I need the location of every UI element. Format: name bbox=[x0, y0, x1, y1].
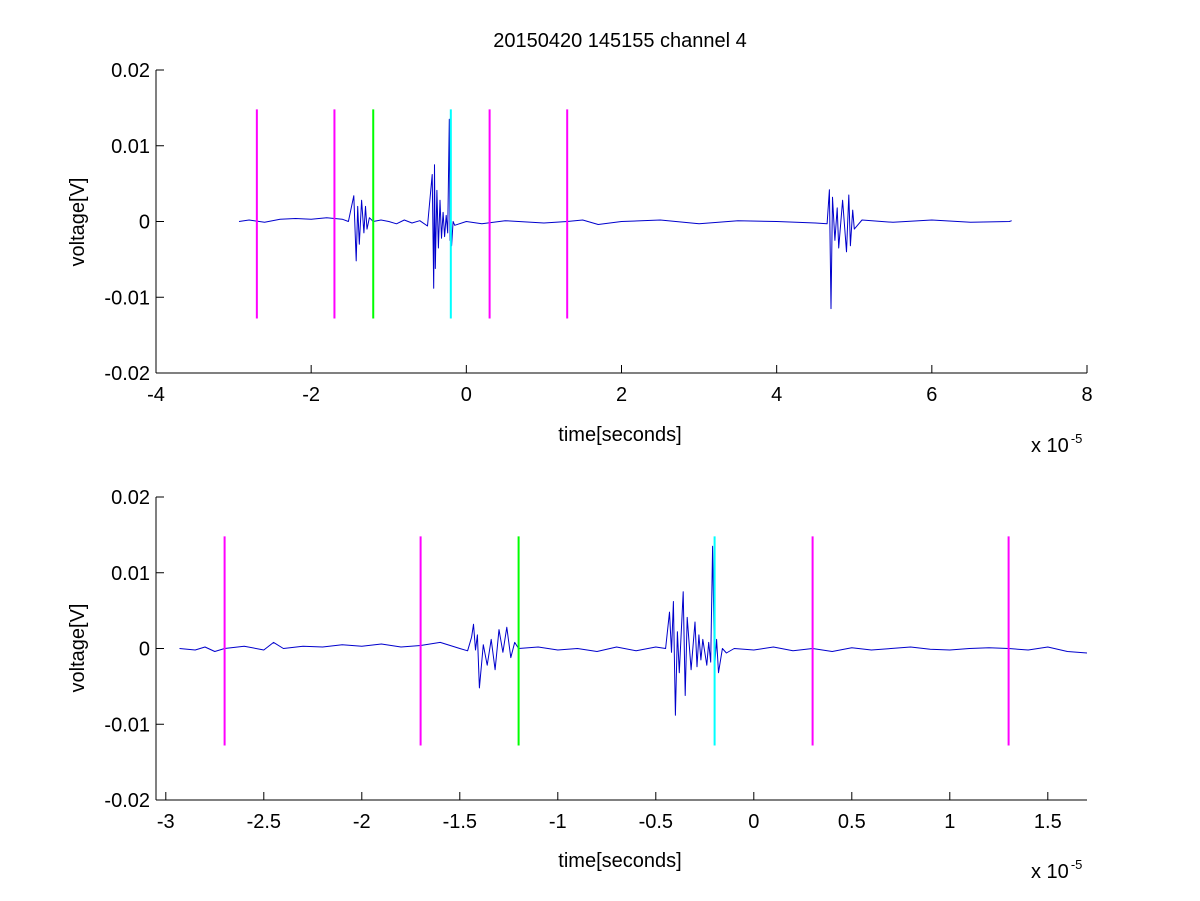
x-tick-label: 4 bbox=[771, 384, 782, 406]
x-tick-label: -0.5 bbox=[639, 811, 673, 833]
chart-top: 20150420 145155 channel 4 -4 -2 0 2 4 6 8 0.02… bbox=[67, 30, 1093, 457]
y-tick-label: -0.01 bbox=[104, 287, 150, 309]
chart-title: 20150420 145155 channel 4 bbox=[493, 30, 747, 52]
x-tick-label: -1.5 bbox=[443, 811, 477, 833]
y-axis-label: voltage[V] bbox=[67, 178, 89, 267]
x-tick-label: -2.5 bbox=[247, 811, 281, 833]
x-tick-label: 0 bbox=[461, 384, 472, 406]
x-tick-label: -3 bbox=[157, 811, 175, 833]
axes-layer bbox=[155, 69, 1088, 374]
y-tick-label: 0.02 bbox=[111, 60, 150, 82]
x-multiplier-exponent: -5 bbox=[1071, 857, 1083, 872]
signal-layer bbox=[238, 118, 1012, 310]
x-multiplier-base: x 10 bbox=[1031, 435, 1069, 457]
x-tick-label: 0 bbox=[748, 811, 759, 833]
y-tick-label: -0.02 bbox=[104, 790, 150, 812]
x-axis-multiplier: x 10 -5 bbox=[1031, 857, 1082, 883]
x-axis-multiplier: x 10 -5 bbox=[1031, 431, 1082, 457]
signal-line bbox=[238, 118, 1012, 310]
y-tick-label: 0.01 bbox=[111, 136, 150, 158]
x-axis-label: time[seconds] bbox=[558, 424, 681, 446]
y-tick-label: -0.01 bbox=[104, 714, 150, 736]
y-tick-labels: 0.02 0.01 0 -0.01 -0.02 bbox=[104, 60, 150, 385]
x-tick-label: 6 bbox=[926, 384, 937, 406]
x-axis-label: time[seconds] bbox=[558, 850, 681, 872]
x-tick-label: -1 bbox=[549, 811, 567, 833]
y-tick-label: 0.01 bbox=[111, 563, 150, 585]
marker-layer bbox=[255, 109, 569, 319]
chart-bottom: -3 -2.5 -2 -1.5 -1 -0.5 0 0.5 1 1.5 0.02 0.01 0 -0.0… bbox=[67, 487, 1088, 883]
x-multiplier-base: x 10 bbox=[1031, 861, 1069, 883]
y-tick-label: 0.02 bbox=[111, 487, 150, 509]
y-tick-labels: 0.02 0.01 0 -0.01 -0.02 bbox=[104, 487, 150, 812]
x-tick-label: 8 bbox=[1081, 384, 1092, 406]
x-tick-labels: -3 -2.5 -2 -1.5 -1 -0.5 0 0.5 1 1.5 bbox=[157, 811, 1062, 833]
x-tick-labels: -4 -2 0 2 4 6 8 bbox=[147, 384, 1092, 406]
y-tick-label: -0.02 bbox=[104, 363, 150, 385]
x-multiplier-exponent: -5 bbox=[1071, 431, 1083, 446]
x-tick-label: -2 bbox=[302, 384, 320, 406]
marker-layer bbox=[223, 536, 1010, 746]
y-tick-label: 0 bbox=[139, 212, 150, 234]
axes-layer bbox=[155, 496, 1087, 801]
y-axis-label: voltage[V] bbox=[67, 604, 89, 693]
y-tick-label: 0 bbox=[139, 639, 150, 661]
x-tick-label: 1.5 bbox=[1034, 811, 1062, 833]
x-tick-label: 2 bbox=[616, 384, 627, 406]
x-tick-label: 0.5 bbox=[838, 811, 866, 833]
x-tick-label: -2 bbox=[353, 811, 371, 833]
x-tick-label: 1 bbox=[944, 811, 955, 833]
x-tick-label: -4 bbox=[147, 384, 165, 406]
